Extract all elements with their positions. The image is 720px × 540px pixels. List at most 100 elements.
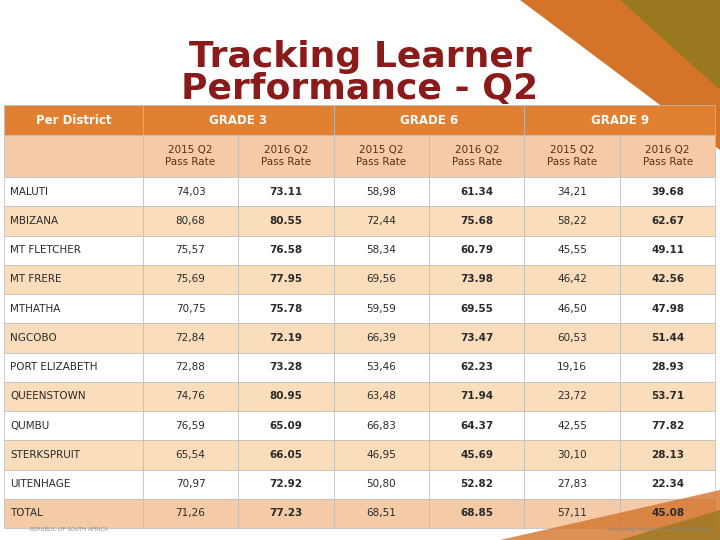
Bar bbox=[4, 135, 143, 177]
Text: 28.93: 28.93 bbox=[651, 362, 684, 372]
Text: GRADE 9: GRADE 9 bbox=[591, 113, 649, 126]
Text: Tracking Learner: Tracking Learner bbox=[189, 40, 531, 74]
Bar bbox=[429, 382, 524, 411]
Text: 28.13: 28.13 bbox=[651, 450, 684, 460]
Bar bbox=[4, 235, 143, 265]
Bar bbox=[620, 177, 715, 206]
Text: 47.98: 47.98 bbox=[651, 303, 684, 314]
Bar bbox=[333, 382, 429, 411]
Text: 75.78: 75.78 bbox=[269, 303, 302, 314]
Text: 72,44: 72,44 bbox=[366, 216, 396, 226]
Bar bbox=[238, 206, 333, 235]
Bar bbox=[620, 323, 715, 353]
Text: 77.82: 77.82 bbox=[651, 421, 684, 430]
Bar bbox=[524, 294, 620, 323]
Bar bbox=[4, 323, 143, 353]
Bar bbox=[4, 411, 143, 440]
Text: 46,95: 46,95 bbox=[366, 450, 396, 460]
Bar bbox=[238, 411, 333, 440]
Bar bbox=[429, 469, 524, 499]
Text: 45.69: 45.69 bbox=[460, 450, 493, 460]
Bar bbox=[429, 265, 524, 294]
Text: 73.11: 73.11 bbox=[269, 187, 302, 197]
Text: 80.55: 80.55 bbox=[269, 216, 302, 226]
Bar bbox=[524, 440, 620, 469]
Bar bbox=[143, 294, 238, 323]
Text: 45,55: 45,55 bbox=[557, 245, 587, 255]
Bar bbox=[333, 323, 429, 353]
Text: GRADE 3: GRADE 3 bbox=[210, 113, 267, 126]
Bar bbox=[333, 177, 429, 206]
Bar bbox=[4, 382, 143, 411]
Bar bbox=[333, 411, 429, 440]
Bar bbox=[429, 440, 524, 469]
Text: 19,16: 19,16 bbox=[557, 362, 587, 372]
Text: 63,48: 63,48 bbox=[366, 392, 396, 401]
Bar bbox=[143, 177, 238, 206]
Text: 72.92: 72.92 bbox=[269, 479, 302, 489]
Text: 60,53: 60,53 bbox=[557, 333, 587, 343]
Polygon shape bbox=[500, 490, 720, 540]
Bar bbox=[333, 206, 429, 235]
Bar bbox=[620, 294, 715, 323]
Bar bbox=[333, 499, 429, 528]
Text: 71.94: 71.94 bbox=[460, 392, 493, 401]
Bar bbox=[333, 353, 429, 382]
Bar bbox=[429, 177, 524, 206]
Bar bbox=[524, 469, 620, 499]
Text: 72,84: 72,84 bbox=[176, 333, 205, 343]
Text: 59,59: 59,59 bbox=[366, 303, 396, 314]
Text: 68,51: 68,51 bbox=[366, 508, 396, 518]
Text: 66.05: 66.05 bbox=[269, 450, 302, 460]
Bar bbox=[333, 235, 429, 265]
Text: NGCOBO: NGCOBO bbox=[10, 333, 57, 343]
Bar bbox=[620, 440, 715, 469]
Bar bbox=[620, 135, 715, 177]
Text: 53,46: 53,46 bbox=[366, 362, 396, 372]
Bar bbox=[4, 105, 143, 135]
Bar bbox=[143, 382, 238, 411]
Bar bbox=[524, 105, 715, 135]
Text: QUMBU: QUMBU bbox=[10, 421, 49, 430]
Text: 64.37: 64.37 bbox=[460, 421, 493, 430]
Text: 52.82: 52.82 bbox=[460, 479, 493, 489]
Bar bbox=[429, 135, 524, 177]
Polygon shape bbox=[520, 0, 720, 150]
Bar bbox=[143, 135, 238, 177]
Text: 76.58: 76.58 bbox=[269, 245, 302, 255]
Text: 50,80: 50,80 bbox=[366, 479, 396, 489]
Bar bbox=[429, 206, 524, 235]
Text: Per District: Per District bbox=[36, 113, 111, 126]
Text: 49.11: 49.11 bbox=[651, 245, 684, 255]
Bar bbox=[4, 294, 143, 323]
Text: 46,42: 46,42 bbox=[557, 274, 587, 285]
Bar bbox=[620, 499, 715, 528]
Text: 22.34: 22.34 bbox=[651, 479, 684, 489]
Bar bbox=[333, 265, 429, 294]
Text: 30,10: 30,10 bbox=[557, 450, 587, 460]
Bar bbox=[143, 353, 238, 382]
Text: 58,98: 58,98 bbox=[366, 187, 396, 197]
Bar bbox=[524, 265, 620, 294]
Text: 74,76: 74,76 bbox=[176, 392, 205, 401]
Bar bbox=[143, 265, 238, 294]
Bar bbox=[238, 499, 333, 528]
Bar bbox=[429, 353, 524, 382]
Bar bbox=[620, 265, 715, 294]
Text: 75,57: 75,57 bbox=[176, 245, 205, 255]
Text: 71,26: 71,26 bbox=[176, 508, 205, 518]
Text: 70,75: 70,75 bbox=[176, 303, 205, 314]
Bar bbox=[143, 206, 238, 235]
Text: 60.79: 60.79 bbox=[460, 245, 493, 255]
Bar bbox=[238, 265, 333, 294]
Bar bbox=[524, 206, 620, 235]
Text: 2015 Q2
Pass Rate: 2015 Q2 Pass Rate bbox=[547, 145, 597, 167]
Bar bbox=[238, 235, 333, 265]
Text: MBIZANA: MBIZANA bbox=[10, 216, 58, 226]
Text: 66,83: 66,83 bbox=[366, 421, 396, 430]
Text: 69.55: 69.55 bbox=[460, 303, 493, 314]
Text: 57,11: 57,11 bbox=[557, 508, 587, 518]
Text: 27,83: 27,83 bbox=[557, 479, 587, 489]
Text: 46,50: 46,50 bbox=[557, 303, 587, 314]
Bar bbox=[524, 382, 620, 411]
